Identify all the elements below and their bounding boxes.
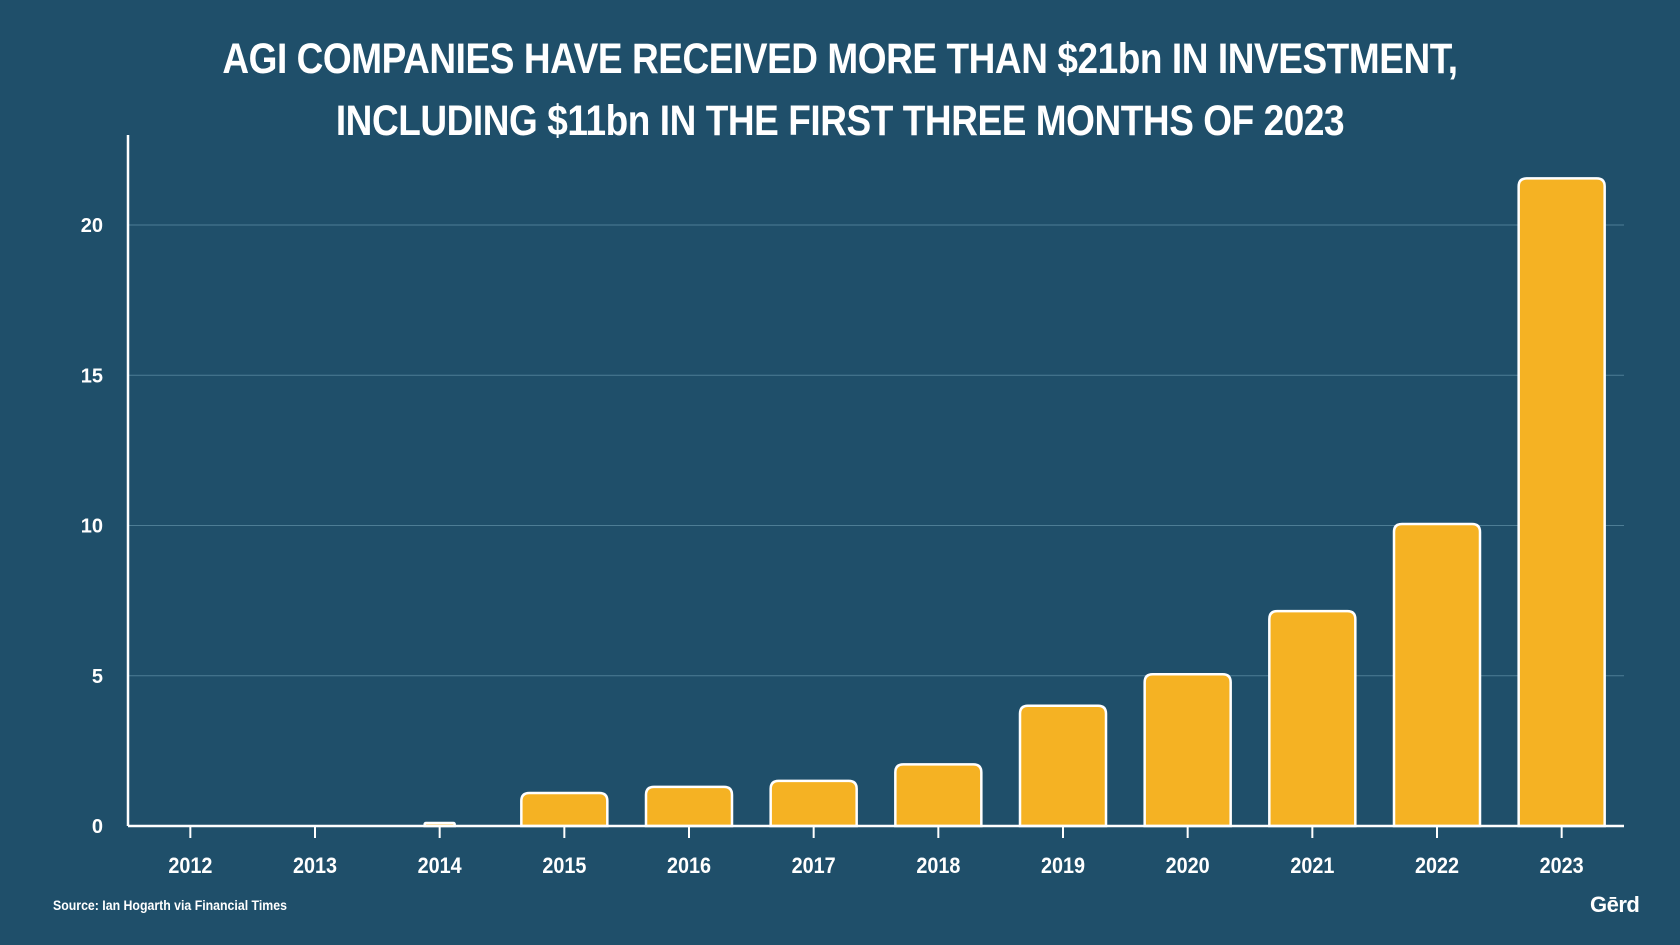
- chart-title: AGI COMPANIES HAVE RECEIVED MORE THAN $2…: [118, 28, 1563, 152]
- chart-title-line-1: AGI COMPANIES HAVE RECEIVED MORE THAN $2…: [222, 35, 1458, 83]
- chart-title-line-2: INCLUDING $11bn IN THE FIRST THREE MONTH…: [335, 97, 1345, 145]
- brand-logo: Gērd: [1590, 892, 1640, 917]
- x-tick-label: 2020: [1166, 854, 1210, 878]
- bar-2015: [520, 791, 609, 828]
- bar-2017: [769, 779, 858, 828]
- x-tick-label: 2014: [418, 854, 462, 878]
- source-note: Source: Ian Hogarth via Financial Times: [53, 897, 287, 913]
- bar-2020: [1143, 672, 1232, 828]
- x-tick-label: 2012: [168, 854, 212, 878]
- y-tick-label: 0: [92, 816, 103, 838]
- x-tick-label: 2015: [542, 854, 586, 878]
- x-tick-label: 2018: [916, 854, 960, 878]
- y-tick-label: 5: [92, 666, 103, 688]
- x-tick-label: 2023: [1540, 854, 1584, 878]
- bar-2016: [644, 785, 734, 828]
- gridlines: [128, 224, 1624, 677]
- y-tick-label: 15: [81, 365, 103, 387]
- y-tick-label: 20: [81, 215, 103, 237]
- bar-2022: [1392, 522, 1482, 828]
- axis-labels: 0 5 10 15 20 2012 2013 2014 2015 2016 2017 2018 2019…: [81, 215, 1584, 878]
- y-tick-label: 10: [81, 516, 103, 538]
- x-tick-label: 2017: [792, 854, 836, 878]
- bar-2023: [1517, 177, 1606, 828]
- bars: [423, 177, 1606, 828]
- x-tick-label: 2013: [293, 854, 337, 878]
- x-tick-label: 2021: [1290, 854, 1334, 878]
- axes: [126, 135, 1624, 838]
- bar-2021: [1268, 609, 1357, 828]
- x-tick-label: 2019: [1041, 854, 1085, 878]
- x-tick-label: 2022: [1415, 854, 1459, 878]
- bar-2019: [1018, 704, 1108, 828]
- bar-2018: [894, 763, 983, 828]
- x-tick-label: 2016: [667, 854, 711, 878]
